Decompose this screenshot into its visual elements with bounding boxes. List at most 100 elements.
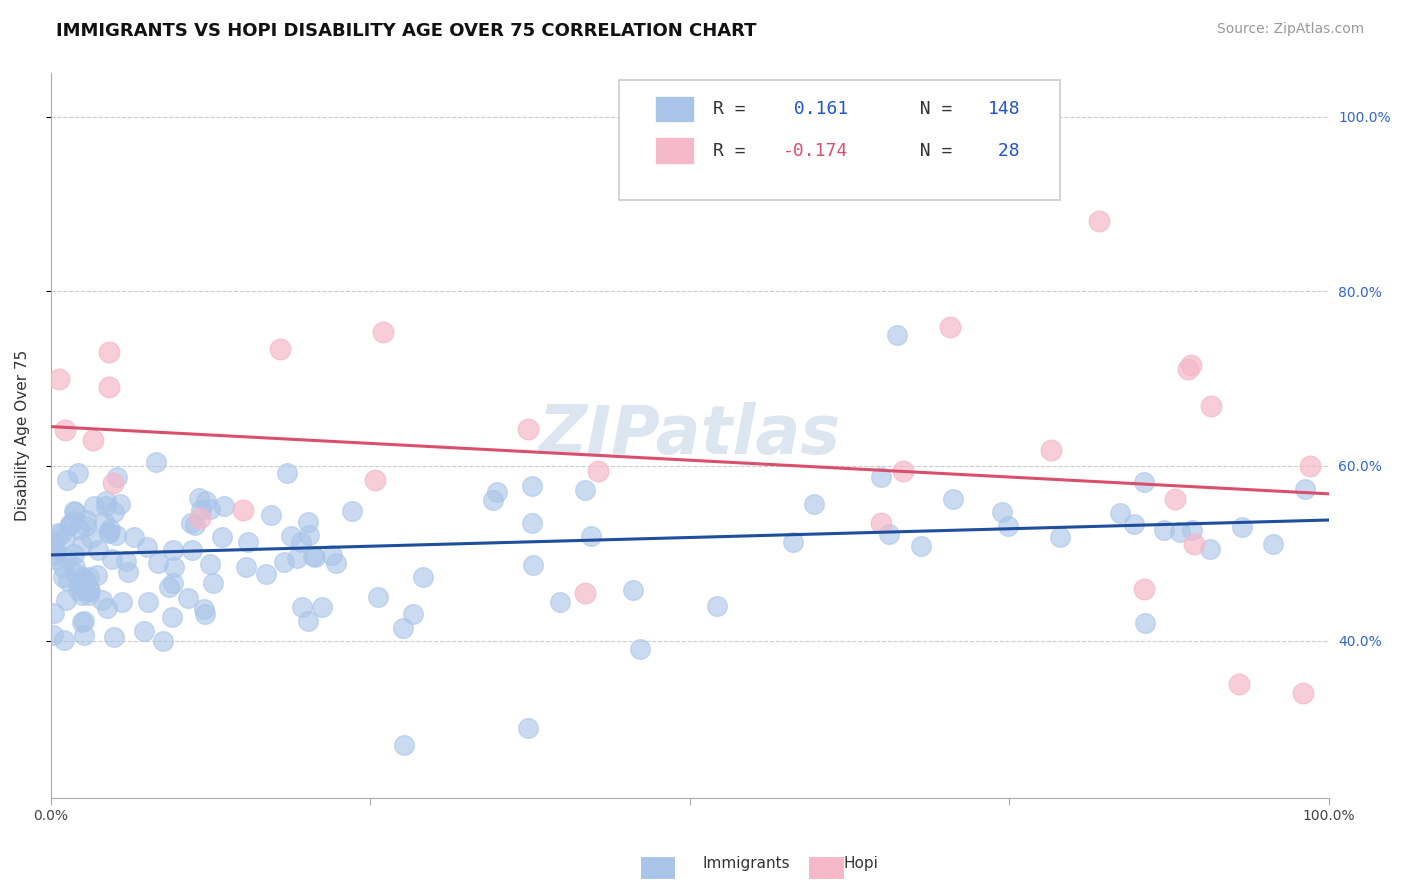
- Point: [80, 531, 103, 545]
- Point: [254, 567, 277, 582]
- Point: [67, 522, 90, 536]
- Point: [148, 556, 170, 570]
- Point: [190, 503, 212, 517]
- Point: [321, 548, 343, 562]
- Point: [628, 642, 651, 657]
- Point: [782, 535, 804, 549]
- Point: [803, 497, 825, 511]
- Point: [44, 547, 66, 561]
- Point: [291, 599, 314, 614]
- Point: [1123, 517, 1146, 532]
- FancyBboxPatch shape: [655, 96, 693, 122]
- Point: [412, 570, 434, 584]
- Point: [877, 527, 900, 541]
- Point: [162, 542, 184, 557]
- Point: [706, 599, 728, 613]
- Point: [55, 593, 77, 607]
- Point: [114, 554, 136, 568]
- Point: [193, 602, 215, 616]
- Point: [198, 558, 221, 572]
- Point: [59, 518, 82, 533]
- Point: [394, 739, 416, 753]
- Point: [108, 498, 131, 512]
- Point: [235, 559, 257, 574]
- Point: [1177, 362, 1199, 376]
- Point: [325, 556, 347, 570]
- Point: [160, 610, 183, 624]
- Point: [991, 505, 1014, 519]
- Point: [298, 528, 321, 542]
- Point: [194, 494, 217, 508]
- Point: [100, 552, 122, 566]
- Point: [520, 516, 543, 530]
- Point: [77, 582, 100, 597]
- Point: [87, 542, 110, 557]
- Point: [231, 502, 253, 516]
- Point: [49, 527, 72, 541]
- Text: -0.174: -0.174: [783, 142, 848, 160]
- Point: [44, 542, 66, 557]
- Point: [1261, 537, 1284, 551]
- Point: [180, 516, 202, 531]
- Point: [548, 595, 571, 609]
- Point: [65, 566, 87, 581]
- Point: [157, 580, 180, 594]
- Point: [276, 466, 298, 480]
- Point: [69, 575, 91, 590]
- Point: [103, 630, 125, 644]
- Point: [517, 422, 540, 436]
- Point: [72, 569, 94, 583]
- Point: [340, 504, 363, 518]
- Point: [290, 534, 312, 549]
- Point: [869, 469, 891, 483]
- Point: [53, 423, 76, 437]
- Point: [67, 466, 90, 480]
- FancyBboxPatch shape: [655, 137, 693, 163]
- Point: [53, 632, 76, 647]
- Point: [67, 582, 90, 597]
- Point: [302, 549, 325, 564]
- Point: [122, 530, 145, 544]
- Point: [97, 525, 120, 540]
- Point: [73, 614, 96, 628]
- Point: [273, 555, 295, 569]
- Point: [574, 586, 596, 600]
- Point: [886, 327, 908, 342]
- Point: [1299, 458, 1322, 473]
- Text: IMMIGRANTS VS HOPI DISABILITY AGE OVER 75 CORRELATION CHART: IMMIGRANTS VS HOPI DISABILITY AGE OVER 7…: [56, 22, 756, 40]
- Point: [1180, 523, 1202, 537]
- Point: [236, 534, 259, 549]
- Point: [1087, 214, 1109, 228]
- Point: [63, 504, 86, 518]
- Text: Hopi: Hopi: [844, 856, 879, 871]
- Text: ZIPatlas: ZIPatlas: [538, 402, 841, 468]
- Point: [942, 491, 965, 506]
- Point: [211, 530, 233, 544]
- Text: N =: N =: [898, 100, 963, 119]
- Point: [190, 510, 212, 524]
- Point: [1049, 530, 1071, 544]
- Point: [188, 491, 211, 505]
- Point: [621, 583, 644, 598]
- Point: [371, 325, 394, 339]
- Point: [522, 558, 544, 572]
- Point: [77, 570, 100, 584]
- Point: [1230, 520, 1253, 534]
- Point: [42, 540, 65, 554]
- Point: [997, 519, 1019, 533]
- FancyBboxPatch shape: [620, 80, 1060, 200]
- Point: [75, 513, 97, 527]
- Point: [79, 583, 101, 598]
- Text: 28: 28: [987, 142, 1021, 160]
- Point: [176, 591, 198, 606]
- Point: [94, 499, 117, 513]
- Point: [53, 531, 76, 545]
- Text: N =: N =: [898, 142, 963, 160]
- Point: [311, 600, 333, 615]
- Point: [482, 493, 505, 508]
- Point: [98, 345, 121, 359]
- Point: [285, 551, 308, 566]
- Point: [1039, 443, 1062, 458]
- Point: [70, 615, 93, 629]
- Point: [517, 721, 540, 735]
